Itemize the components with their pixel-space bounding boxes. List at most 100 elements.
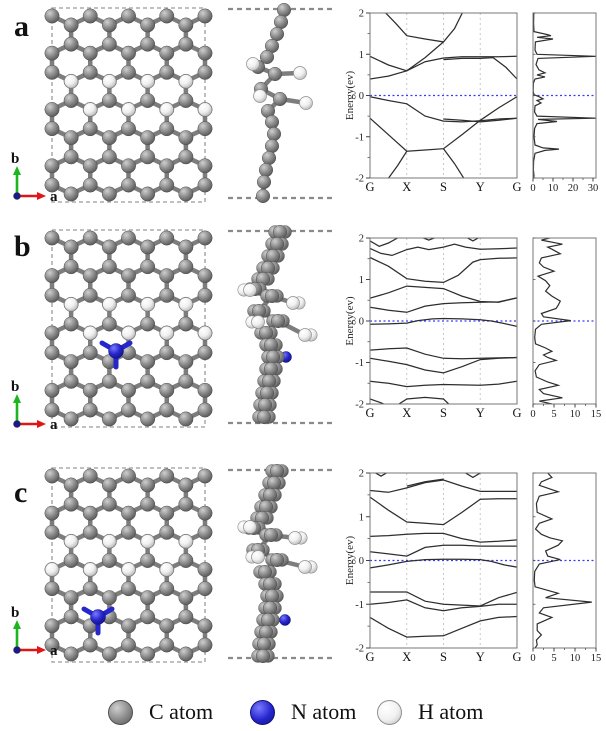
carbon-atom [121, 121, 136, 137]
band-line [370, 496, 517, 526]
band-line [370, 96, 517, 123]
origin-dot [13, 192, 21, 200]
carbon-atom [178, 239, 194, 255]
carbon-atom [44, 345, 60, 361]
carbon-atom [121, 402, 136, 418]
y-tick-label: -2 [355, 174, 364, 185]
carbon-atom [178, 186, 194, 202]
dos-curve [534, 238, 571, 404]
legend-label-hydrogen: H atom [418, 699, 484, 724]
carbon-atom [197, 562, 213, 577]
carbon-atom [101, 239, 117, 255]
x-tick-label: 15 [591, 653, 602, 664]
axes-indicator-b: b a [11, 379, 58, 433]
carbon-atom [82, 382, 98, 398]
band-line [370, 356, 517, 374]
carbon-atom [159, 382, 175, 398]
b-axis-arrowhead [13, 394, 21, 403]
dos-curve [533, 473, 592, 648]
nitrogen-group [81, 606, 115, 636]
nitrogen-atom [279, 614, 291, 626]
carbon-atom [44, 637, 60, 653]
hydrogen-atoms [44, 534, 194, 577]
carbon-atom [82, 287, 98, 303]
carbon-atom [44, 505, 60, 521]
carbon-atom [101, 373, 117, 389]
carbon-atom [178, 316, 194, 332]
carbon-atom [44, 268, 60, 284]
carbon-atom [63, 496, 79, 512]
carbon-atom [259, 49, 275, 65]
band-line [370, 347, 517, 360]
hydrogen-atom [63, 534, 79, 549]
carbon-atom [101, 411, 117, 427]
y-tick-label: 1 [359, 512, 364, 523]
carbon-atom [178, 590, 194, 606]
dos-plot-a: 0 10 20 30 [530, 12, 598, 194]
carbon-atom [63, 259, 79, 275]
carbon-atom [197, 230, 213, 246]
carbon-atom [197, 287, 213, 303]
carbon-atom-sphere-icon [108, 699, 133, 725]
hydrogen-atom-sphere-icon [377, 699, 402, 725]
panel-label-a: a [14, 10, 29, 43]
hydrogen-atom [178, 74, 194, 89]
band-line [370, 41, 444, 72]
carbon-atom [101, 590, 117, 606]
x-tick-label: 5 [551, 653, 556, 664]
axes-indicator-a: b a [11, 151, 58, 205]
band-line [443, 56, 517, 80]
carbon-atom [44, 64, 60, 80]
hydrogen-atom [44, 562, 60, 577]
carbon-atom [178, 553, 194, 568]
carbon-atom [63, 316, 79, 332]
carbon-atom [197, 468, 213, 484]
dos-plot-b: 0 5 10 15 [530, 237, 602, 420]
legend: C atom N atom H atom [0, 692, 606, 731]
carbon-atom [82, 345, 98, 361]
hydrogen-atom [102, 297, 117, 312]
carbon-atom [63, 93, 79, 108]
carbon-atom [101, 17, 117, 33]
band-line [421, 238, 437, 241]
hydrogen-atom [159, 102, 174, 117]
carbon-atom [159, 581, 175, 597]
hydrogen-atom [83, 102, 98, 117]
carbon-atom [82, 177, 98, 193]
carbon-atom [44, 325, 60, 341]
carbon-atom [44, 382, 60, 398]
carbon-atom [82, 581, 98, 597]
y-tick-label: 0 [359, 91, 364, 102]
band-line [466, 238, 480, 242]
carbon-atom [121, 637, 136, 653]
k-point-label: G [365, 406, 374, 420]
band-line [370, 243, 517, 257]
carbon-atom [159, 158, 175, 174]
carbon-atom [140, 93, 156, 108]
carbon-atom [269, 463, 285, 479]
carbon-atom [82, 158, 98, 174]
band-line [370, 55, 517, 80]
x-tick-label: 0 [530, 653, 535, 664]
k-point-label: G [512, 650, 521, 664]
k-point-label: S [440, 180, 447, 194]
carbon-atom [82, 505, 98, 521]
k-point-label: G [512, 180, 521, 194]
carbon-atom [197, 618, 213, 634]
carbon-atom [178, 477, 194, 493]
hydrogen-atom [243, 283, 257, 297]
carbon-atoms [44, 468, 213, 662]
top-view-structure-c [44, 463, 336, 664]
carbon-atom [63, 609, 79, 625]
k-point-label: G [365, 650, 374, 664]
top-view-structure-a [44, 2, 336, 204]
carbon-atom [82, 637, 98, 653]
carbon-atom [262, 600, 278, 616]
carbon-atom [197, 382, 213, 398]
carbon-atom [197, 505, 213, 521]
x-tick-label: 15 [591, 409, 602, 420]
carbon-atom [178, 259, 194, 275]
side-hydrogen-atoms [237, 283, 318, 342]
carbon-atom [63, 130, 79, 146]
